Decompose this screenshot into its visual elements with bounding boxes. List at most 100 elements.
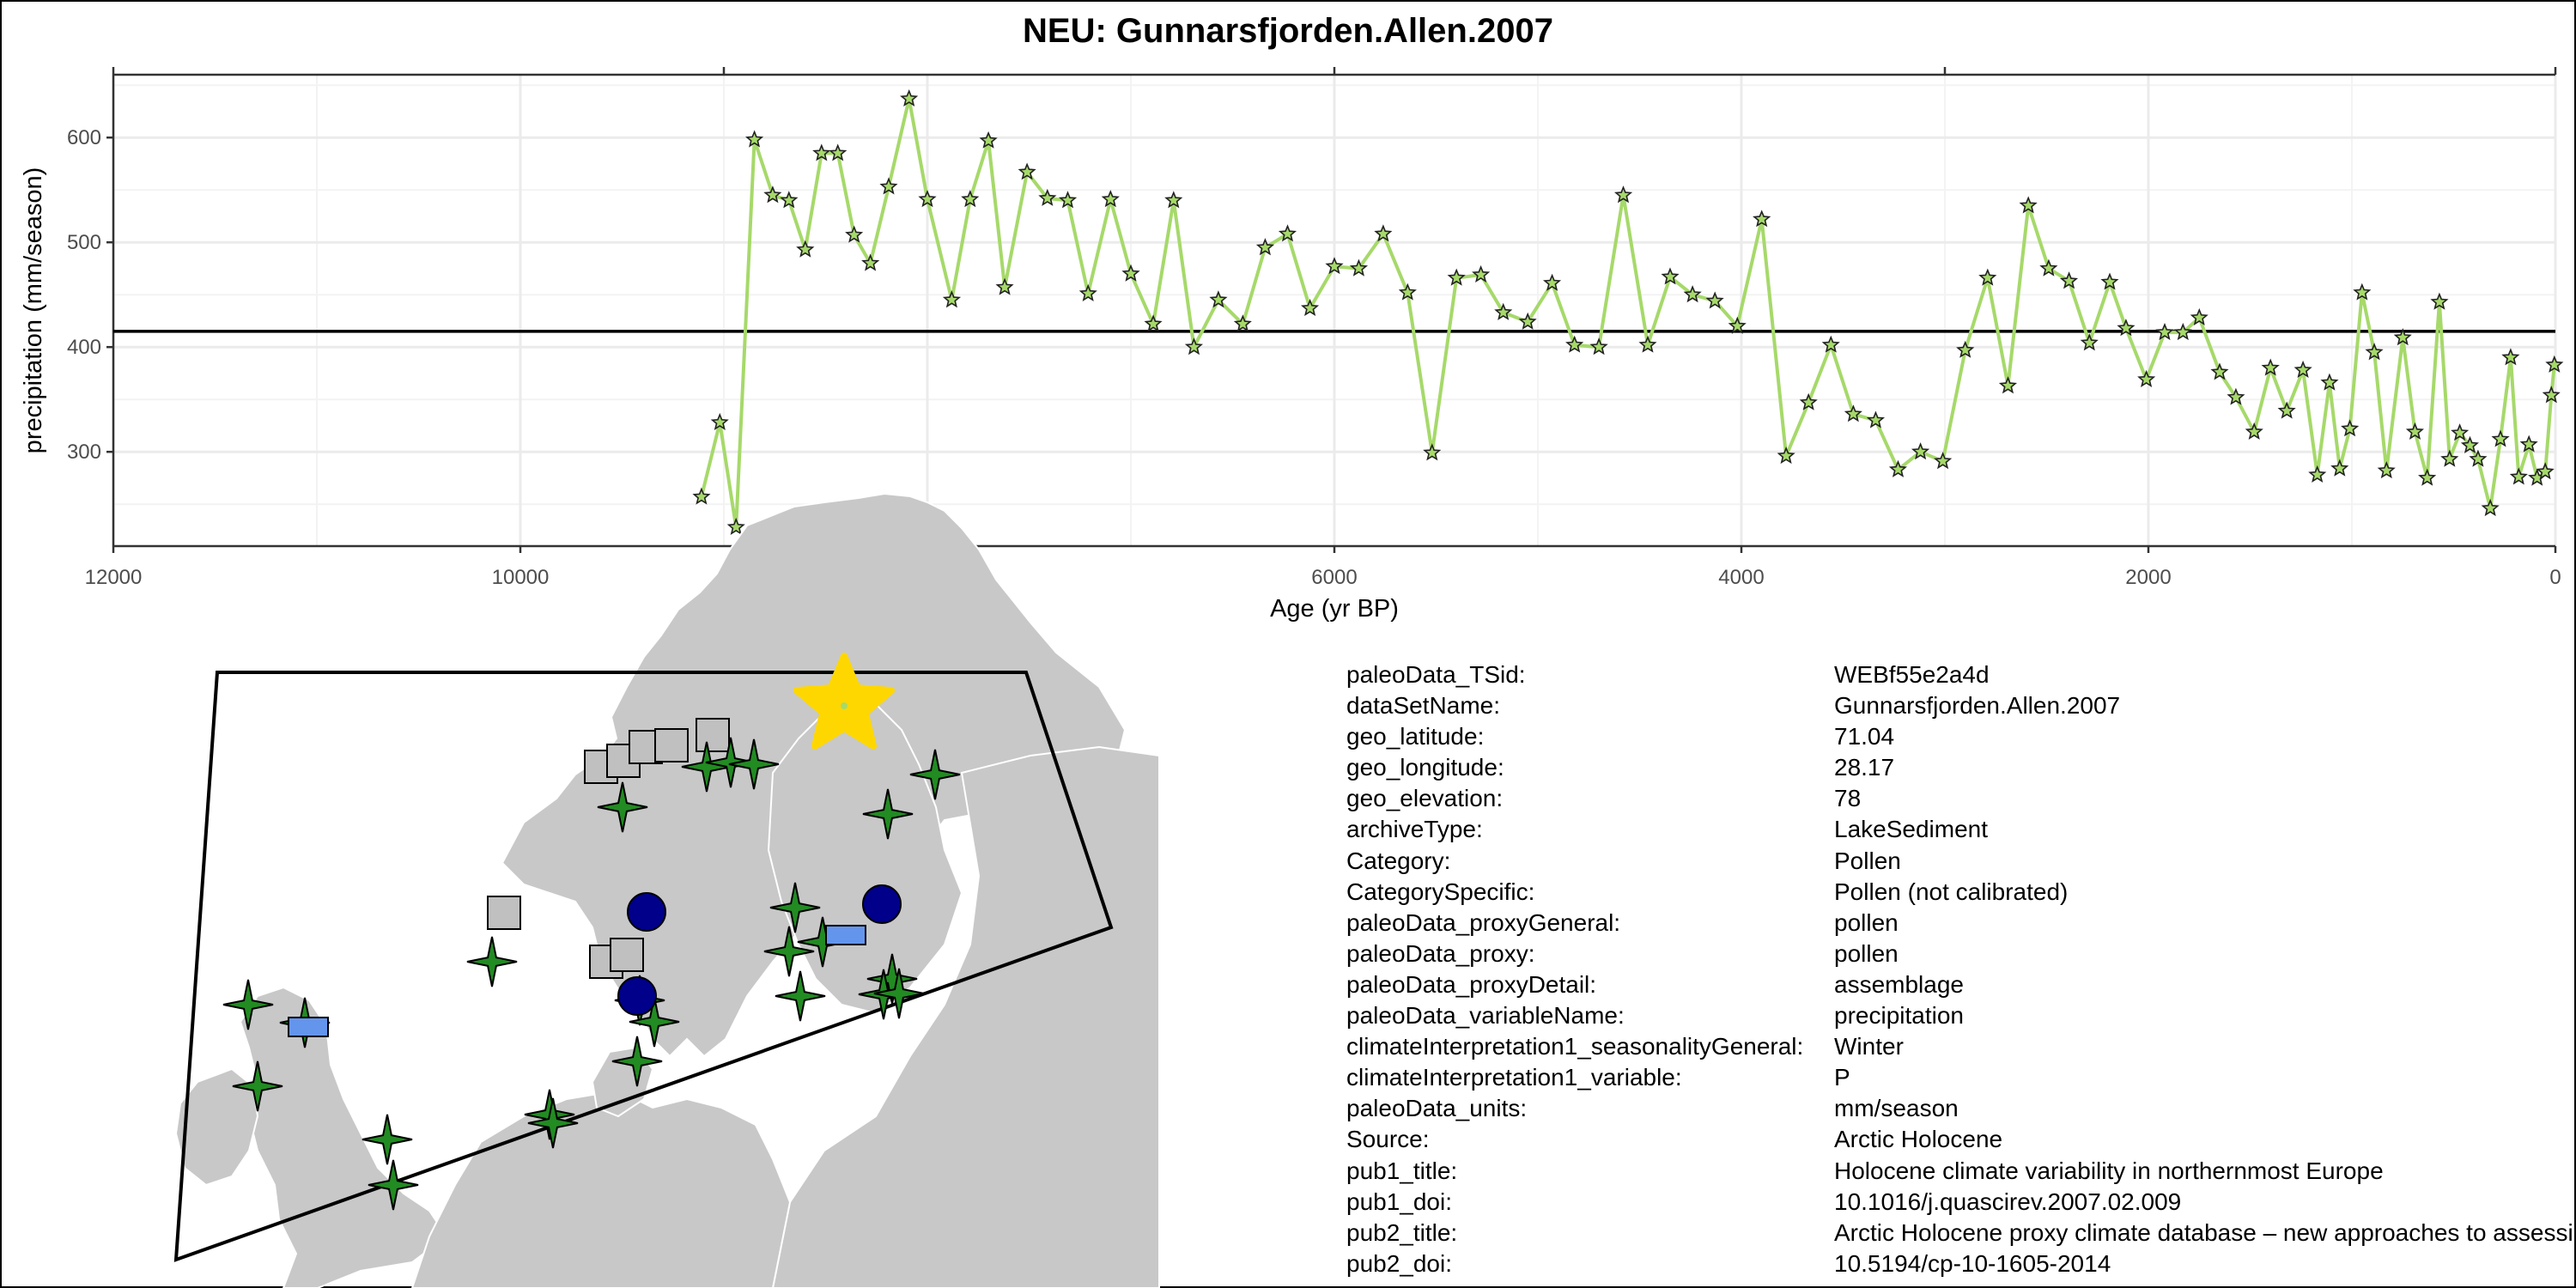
- target-site-star-icon: [793, 653, 896, 750]
- site-star-marker: [775, 970, 826, 1022]
- chart-title: NEU: Gunnarsfjorden.Allen.2007: [1023, 12, 1553, 50]
- data-point: [2481, 499, 2500, 517]
- site-circle-marker: [617, 976, 657, 1016]
- site-star-marker: [705, 737, 756, 788]
- data-point: [1374, 224, 1393, 242]
- metadata-value: LakeSediment: [1834, 816, 1989, 843]
- data-point: [1101, 190, 1120, 208]
- data-point: [2460, 435, 2479, 453]
- data-point: [2509, 467, 2528, 485]
- data-point: [918, 190, 937, 208]
- data-point: [1144, 314, 1163, 332]
- metadata-value: Pollen (not calibrated): [1834, 878, 2069, 905]
- metadata-row: geo_latitude: 71.04: [1346, 721, 2574, 752]
- site-square-marker: [487, 896, 521, 930]
- data-point: [2440, 449, 2459, 467]
- metadata-row: archiveType: LakeSediment: [1346, 814, 2574, 845]
- site-markers: [222, 718, 961, 1211]
- continent-land: [410, 1089, 792, 1288]
- data-point: [1777, 447, 1795, 465]
- site-star-marker: [873, 968, 925, 1019]
- data-point: [2245, 422, 2263, 440]
- data-point: [2293, 360, 2312, 379]
- metadata-key: dataSetName:: [1346, 692, 1500, 720]
- x-tick-label: 6000: [1311, 566, 1357, 589]
- metadata-row: paleoData_proxyGeneral: pollen: [1346, 908, 2574, 939]
- data-point: [1542, 273, 1562, 291]
- metadata-key: paleoData_units:: [1346, 1095, 1528, 1122]
- metadata-key: pub1_doi:: [1346, 1188, 1453, 1215]
- metadata-value: WEBf55e2a4d: [1834, 661, 1990, 688]
- data-point: [2491, 429, 2510, 447]
- data-point: [2261, 358, 2280, 376]
- series-markers: [692, 89, 2564, 536]
- metadata-value: mm/season: [1834, 1095, 1959, 1122]
- data-point: [2080, 333, 2099, 351]
- data-point: [2308, 465, 2327, 483]
- x-tick-label: 4000: [1718, 566, 1764, 589]
- metadata-value: Winter: [1834, 1033, 1904, 1060]
- data-point: [1866, 410, 1886, 428]
- data-point: [1018, 162, 1036, 180]
- data-point: [961, 190, 980, 208]
- metadata-key: paleoData_TSid:: [1346, 661, 1526, 688]
- metadata-key: Source:: [1346, 1126, 1430, 1153]
- site-star-marker: [866, 953, 918, 1005]
- metadata-row: paleoData_proxy: pollen: [1346, 939, 2574, 969]
- data-point: [1565, 335, 1584, 353]
- site-rect-marker: [288, 1017, 329, 1037]
- metadata-key: paleoData_proxyGeneral:: [1346, 908, 1621, 936]
- metadata-value: Pollen: [1834, 847, 1901, 874]
- metadata-key: pub2_doi:: [1346, 1249, 1453, 1277]
- data-point: [812, 143, 831, 161]
- data-point: [2501, 348, 2520, 366]
- data-point: [1683, 285, 1702, 303]
- data-point: [2137, 369, 2156, 388]
- data-point: [1934, 452, 1953, 470]
- site-circle-marker: [862, 884, 902, 924]
- data-point: [861, 253, 880, 271]
- metadata-row: pub1_title: Holocene climate variability …: [1346, 1156, 2574, 1187]
- data-point: [1613, 185, 1633, 204]
- data-point: [1300, 299, 1320, 316]
- target-site-dot: [841, 702, 848, 709]
- metadata-key: geo_latitude:: [1346, 723, 1485, 750]
- metadata-row: CategorySpecific: Pollen (not calibrated): [1346, 877, 2574, 908]
- data-point: [879, 177, 898, 195]
- data-point: [1423, 443, 1442, 461]
- data-point: [1753, 210, 1771, 228]
- metadata-key: paleoData_proxyDetail:: [1346, 970, 1597, 998]
- data-point: [1233, 314, 1252, 332]
- metadata-key: climateInterpretation1_variable:: [1346, 1064, 1682, 1091]
- data-point: [1956, 340, 1975, 358]
- site-star-marker: [222, 979, 274, 1030]
- metadata-key: paleoData_variableName:: [1346, 1002, 1625, 1030]
- metadata-key: geo_longitude:: [1346, 754, 1504, 781]
- data-point: [692, 487, 711, 505]
- metadata-row: Source: Arctic Holocene: [1346, 1124, 2574, 1155]
- data-point: [1589, 337, 1608, 355]
- data-point: [745, 130, 764, 148]
- data-point: [1494, 302, 1513, 320]
- site-star-marker: [232, 1060, 283, 1112]
- data-point: [2117, 319, 2136, 337]
- y-tick-label: 400: [67, 336, 101, 359]
- series-line: [699, 97, 2556, 529]
- data-point: [763, 185, 782, 204]
- x-tick-label: 2000: [2125, 566, 2171, 589]
- data-point: [2341, 419, 2360, 437]
- data-point: [900, 89, 919, 106]
- data-point: [942, 290, 962, 308]
- data-point: [1472, 264, 1491, 283]
- data-point: [1121, 264, 1140, 282]
- metadata-value: 78: [1834, 785, 1862, 812]
- metadata-key: archiveType:: [1346, 816, 1483, 843]
- site-star-marker: [862, 788, 914, 840]
- metadata-row: pub2_doi: 10.5194/cp-10-1605-2014: [1346, 1249, 2574, 1279]
- metadata-value: P: [1834, 1064, 1850, 1091]
- site-star-marker: [763, 926, 815, 977]
- data-point: [2418, 468, 2437, 486]
- data-point: [1821, 335, 1840, 353]
- site-rect-marker: [825, 925, 866, 945]
